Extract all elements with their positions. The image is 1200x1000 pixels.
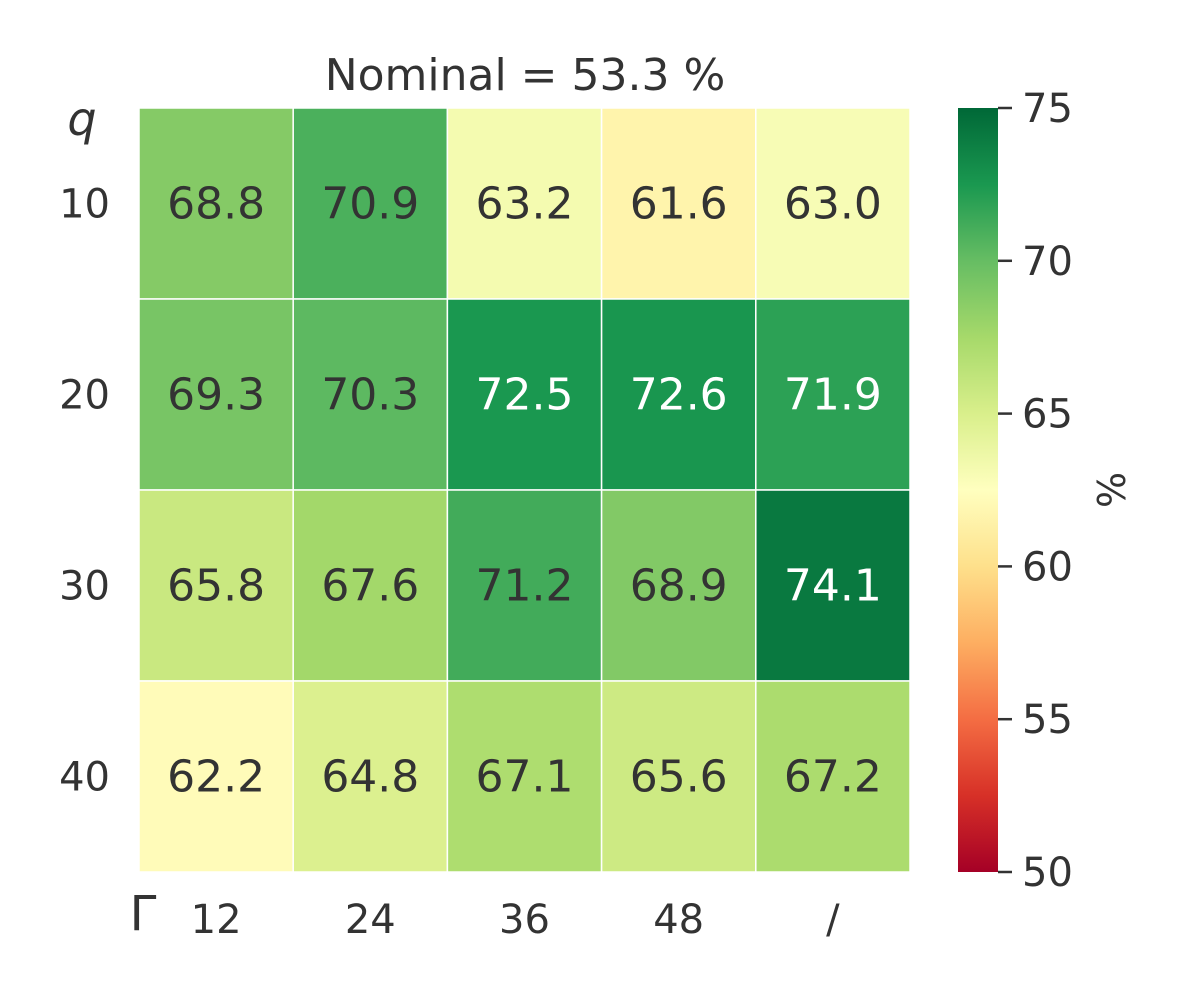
heatmap-cell xyxy=(138,680,294,873)
heatmap-cell xyxy=(755,298,911,491)
y-tick-labels: 10 20 30 40 xyxy=(59,182,110,801)
heatmap-cell-label: 70.3 xyxy=(321,370,419,421)
heatmap-cell-labels: 68.8 70.9 63.2 61.6 63.0 69.3 70.3 72.5 72.6 71.9… xyxy=(167,179,882,803)
x-tick-label: 48 xyxy=(653,897,704,943)
heatmap-cell xyxy=(292,489,449,682)
heatmap-cell-label: 72.6 xyxy=(630,370,728,421)
colorbar-tick-label: 50 xyxy=(1022,850,1073,896)
colorbar-tick-label: 75 xyxy=(1022,86,1073,132)
heatmap-cell xyxy=(292,107,449,300)
heatmap-cell-label: 65.8 xyxy=(167,561,265,612)
heatmap-cell-label: 70.9 xyxy=(321,179,419,230)
heatmap-cells xyxy=(138,107,911,873)
heatmap-cell xyxy=(138,298,294,491)
heatmap-cell-label: 68.8 xyxy=(167,179,265,230)
heatmap-cell-label: 64.8 xyxy=(321,752,419,803)
colorbar-tick-label: 55 xyxy=(1022,697,1073,743)
heatmap-cell xyxy=(755,107,911,300)
colorbar-ticks: 50 55 60 65 70 75 xyxy=(998,86,1073,896)
heatmap-cell xyxy=(446,107,603,300)
y-tick-label: 10 xyxy=(59,182,110,228)
heatmap-cell xyxy=(755,680,911,873)
heatmap-cell-label: 67.1 xyxy=(476,752,574,803)
colorbar xyxy=(958,108,998,872)
heatmap-cell-label: 67.2 xyxy=(784,752,882,803)
heatmap-cell-label: 71.9 xyxy=(784,370,882,421)
heatmap-cell xyxy=(446,680,603,873)
heatmap-cell-label: 63.0 xyxy=(784,179,882,230)
heatmap-cell-label: 69.3 xyxy=(167,370,265,421)
colorbar-tick-label: 70 xyxy=(1022,239,1073,285)
y-axis-label: q xyxy=(67,92,96,146)
y-tick-label: 20 xyxy=(59,373,110,419)
heatmap-cell-label: 71.2 xyxy=(476,561,574,612)
colorbar-tick-label: 65 xyxy=(1022,392,1073,438)
heatmap-cell-label: 65.6 xyxy=(630,752,728,803)
x-axis-label: Γ xyxy=(130,886,157,942)
colorbar-label: % xyxy=(1090,472,1134,508)
heatmap-cell xyxy=(138,107,294,300)
y-tick-label: 40 xyxy=(59,755,110,801)
colorbar-tick-label: 60 xyxy=(1022,544,1073,590)
heatmap-cell xyxy=(446,489,603,682)
heatmap-cell-label: 74.1 xyxy=(784,561,882,612)
x-tick-label: 36 xyxy=(499,897,550,943)
heatmap-cell xyxy=(446,298,603,491)
x-tick-label: 24 xyxy=(345,897,396,943)
heatmap-cell-label: 62.2 xyxy=(167,752,265,803)
heatmap-cell xyxy=(755,489,911,682)
heatmap-cell xyxy=(600,489,757,682)
x-tick-label: / xyxy=(826,897,840,943)
x-tick-labels: 12 24 36 48 / xyxy=(191,897,841,943)
heatmap-cell-label: 67.6 xyxy=(321,561,419,612)
heatmap-cell-label: 68.9 xyxy=(630,561,728,612)
heatmap-cell xyxy=(292,680,449,873)
heatmap-cell-label: 63.2 xyxy=(476,179,574,230)
heatmap-cell-label: 72.5 xyxy=(476,370,574,421)
chart-title: Nominal = 53.3 % xyxy=(325,50,726,101)
y-tick-label: 30 xyxy=(59,564,110,610)
heatmap-cell-label: 61.6 xyxy=(630,179,728,230)
heatmap-cell xyxy=(600,107,757,300)
heatmap-cell xyxy=(600,680,757,873)
x-tick-label: 12 xyxy=(191,897,242,943)
